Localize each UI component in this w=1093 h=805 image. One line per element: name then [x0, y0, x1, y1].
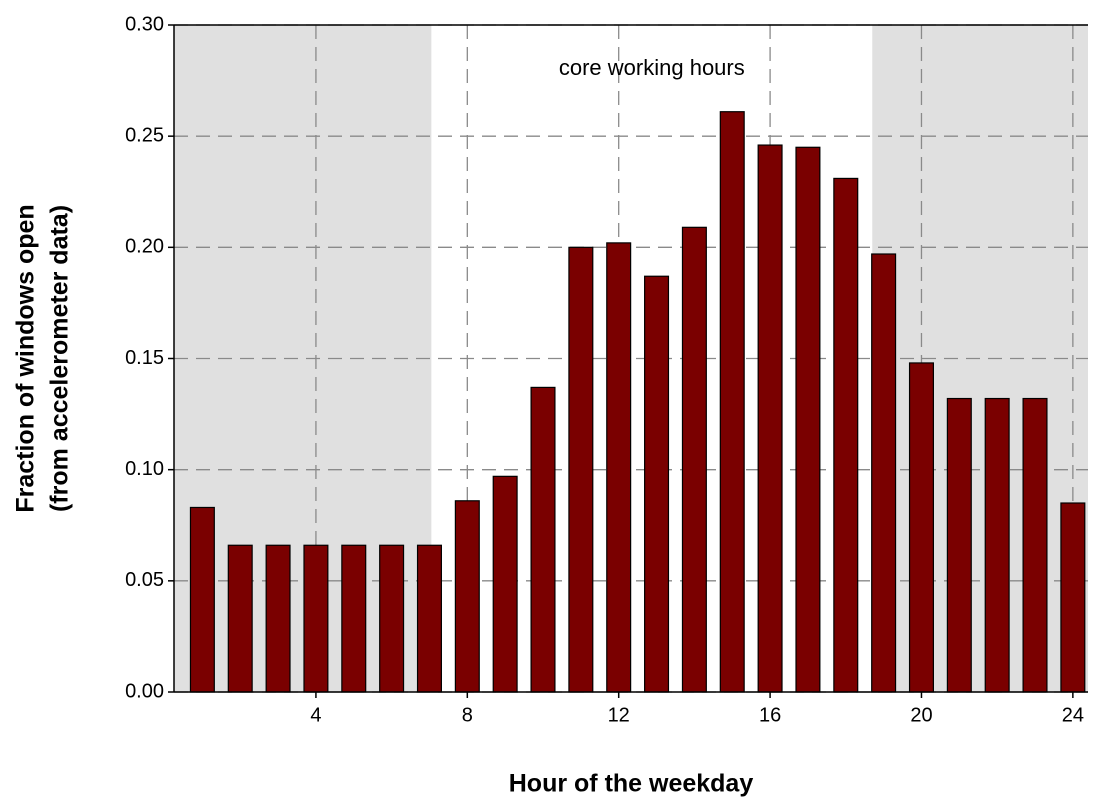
x-tick-label: 20: [910, 704, 932, 726]
y-tick-label: 0.05: [125, 569, 164, 591]
bar: [454, 500, 480, 693]
bar: [492, 475, 518, 693]
bar: [871, 253, 897, 693]
bar: [530, 386, 556, 693]
bar: [265, 544, 291, 693]
y-tick-label: 0.15: [125, 347, 164, 369]
annotation: core working hours: [559, 55, 745, 80]
bar: [719, 111, 745, 693]
y-axis-label: (from accelerometer data): [46, 205, 74, 512]
bar: [681, 226, 707, 693]
y-tick-label: 0.25: [125, 124, 164, 146]
bar: [984, 397, 1010, 693]
bar: [757, 144, 783, 693]
y-tick-label: 0.30: [125, 13, 164, 35]
x-tick-label: 4: [310, 704, 321, 726]
x-tick-label: 16: [759, 704, 781, 726]
bar: [341, 544, 367, 693]
y-tick-label: 0.10: [125, 458, 164, 480]
y-axis-label: Fraction of windows open: [12, 204, 40, 512]
x-tick-label: 8: [462, 704, 473, 726]
bar: [416, 544, 442, 693]
bar: [568, 246, 594, 693]
bar: [189, 506, 215, 693]
bar: [795, 146, 821, 693]
bar: [1022, 397, 1048, 693]
y-tick-label: 0.20: [125, 236, 164, 258]
bar: [1060, 502, 1086, 693]
bar: [606, 242, 632, 693]
bar: [379, 544, 405, 693]
y-tick-label: 0.00: [125, 680, 164, 702]
bar: [946, 397, 972, 693]
bar: [833, 177, 859, 693]
x-axis-label: Hour of the weekday: [509, 770, 754, 798]
x-tick-label: 12: [608, 704, 630, 726]
bar: [908, 362, 934, 693]
bar: [303, 544, 329, 693]
bar: [227, 544, 253, 693]
bar: [644, 275, 670, 693]
x-tick-label: 24: [1062, 704, 1084, 726]
